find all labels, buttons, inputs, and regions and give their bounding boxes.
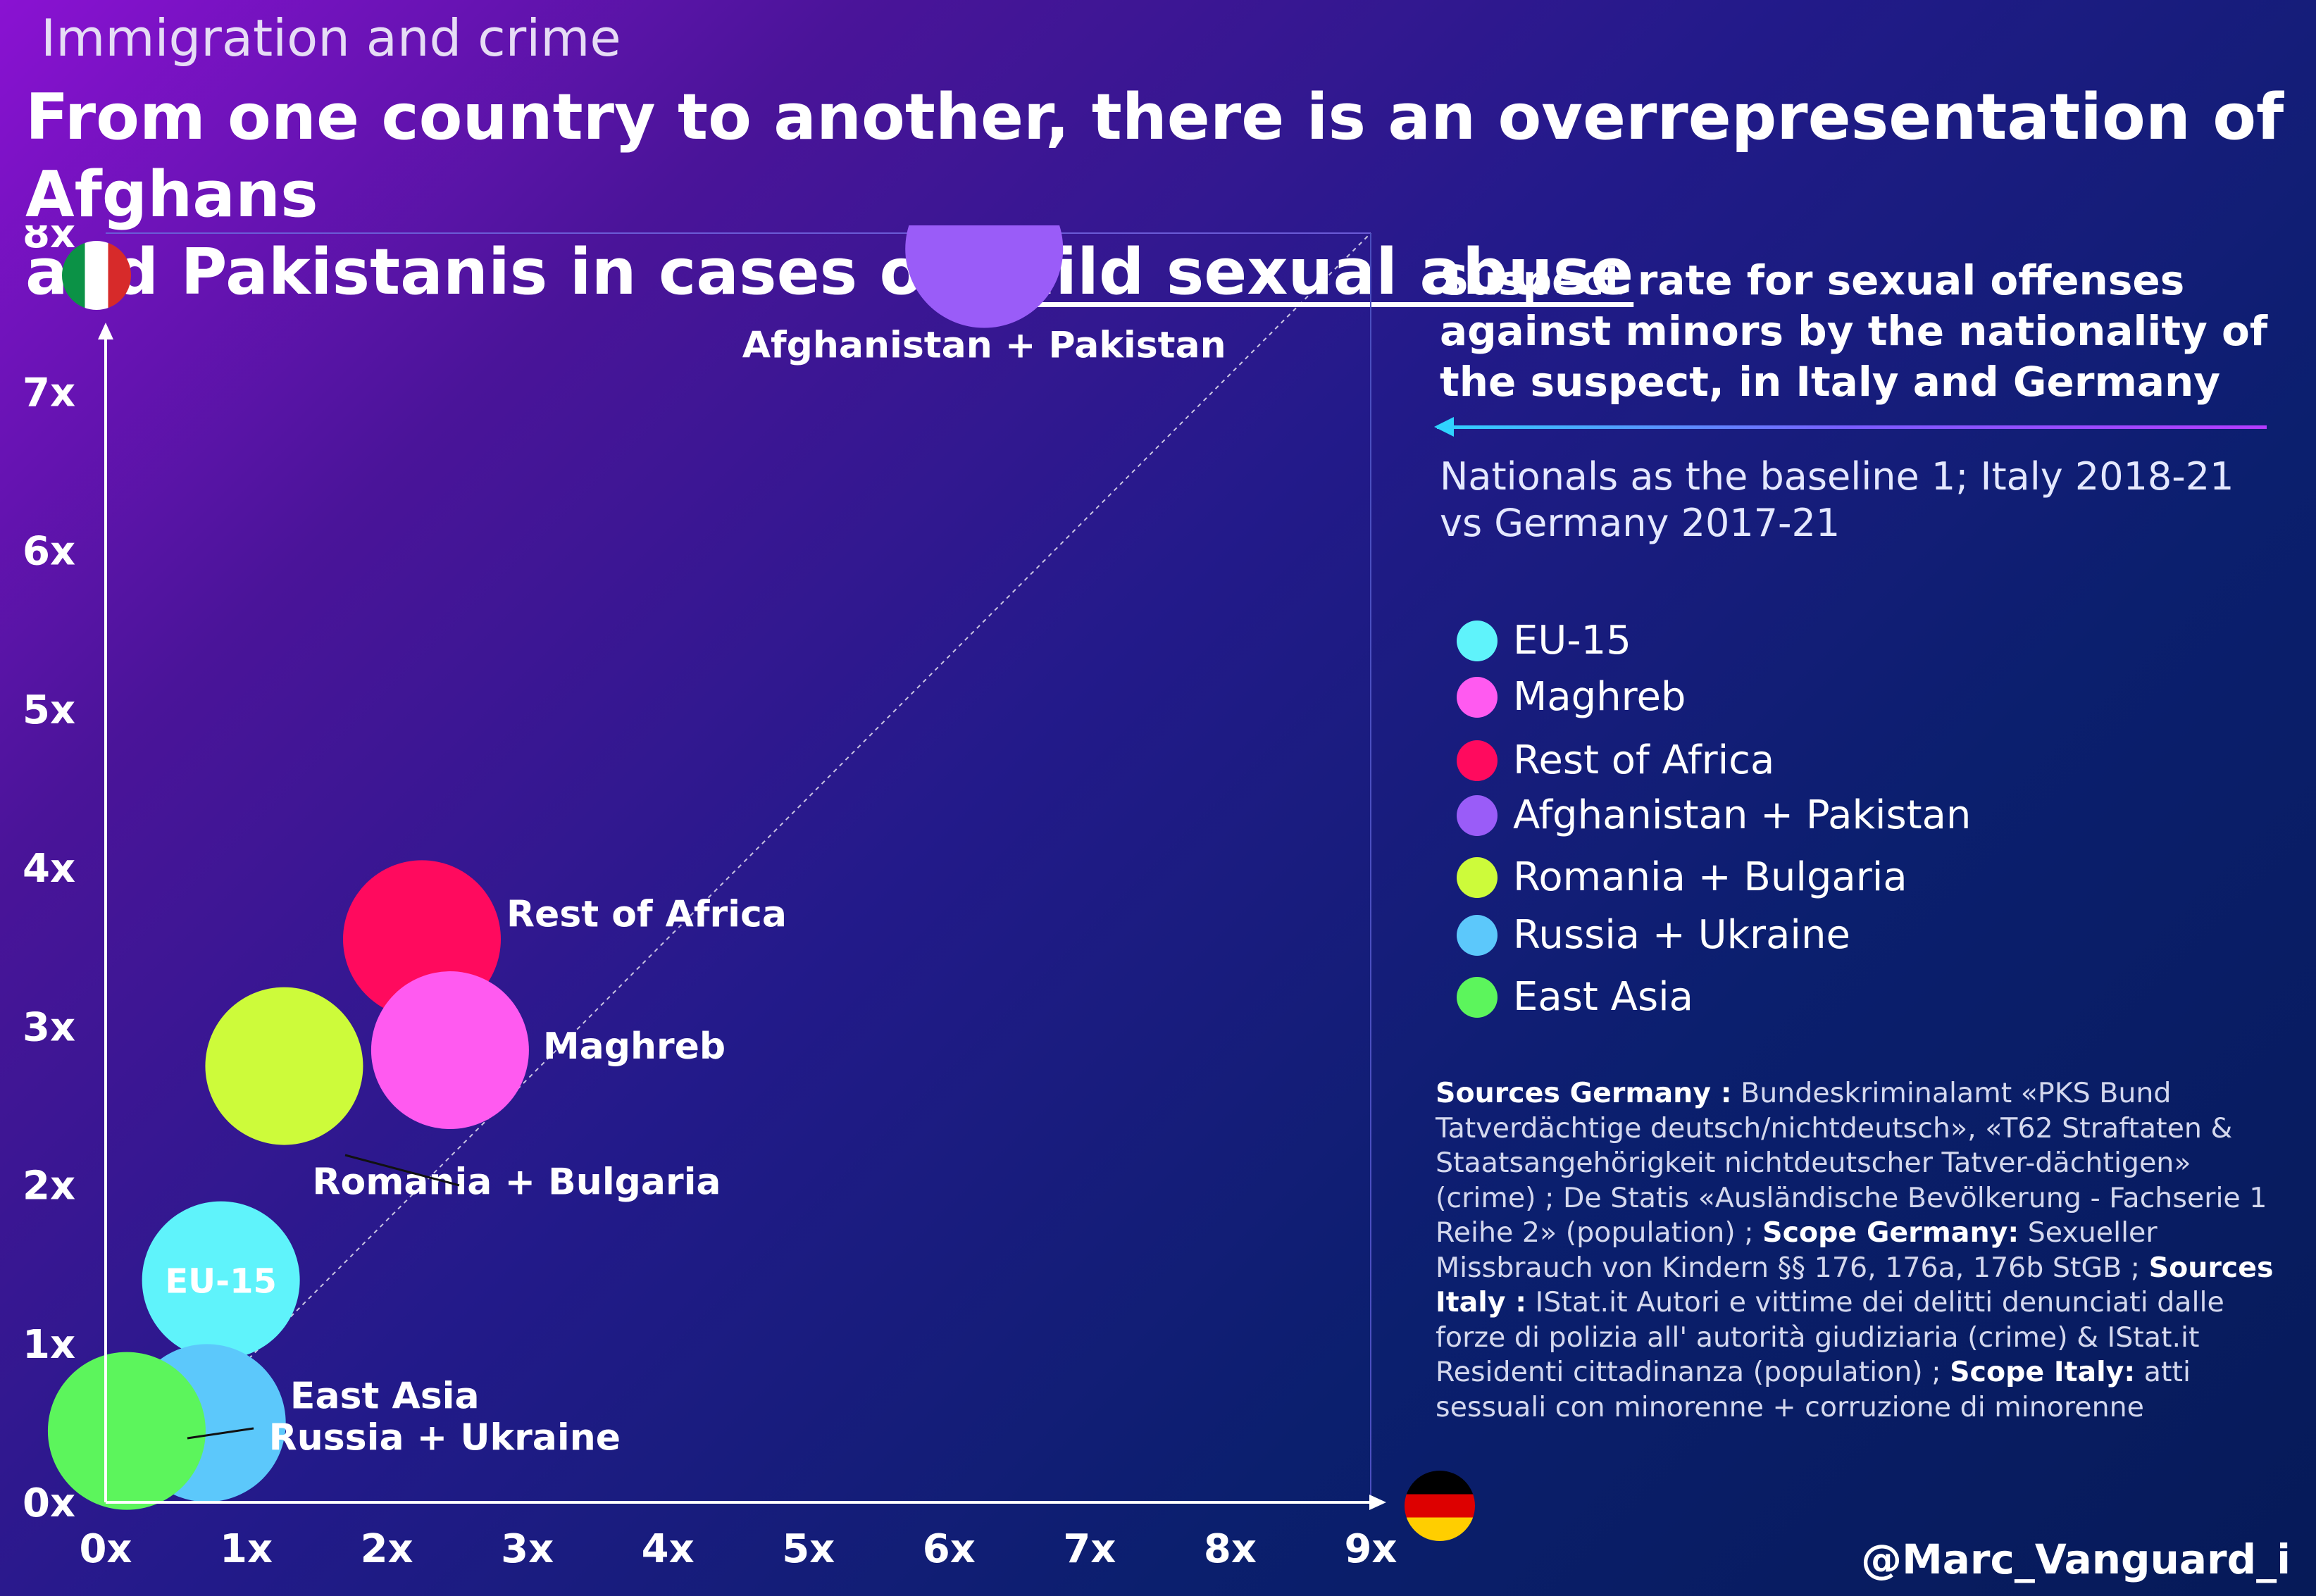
x-tick-label: 9x bbox=[1344, 1526, 1397, 1572]
sources-italy-text: IStat.it Autori e vittime dei delitti de… bbox=[1436, 1286, 2224, 1388]
scope-italy-label: Scope Italy: bbox=[1950, 1356, 2136, 1388]
headline-line1: From one country to another, there is an… bbox=[25, 80, 2284, 232]
bubble-point bbox=[47, 1352, 206, 1510]
x-tick-label: 2x bbox=[361, 1526, 413, 1572]
panel-subtitle: Nationals as the baseline 1; Italy 2018-… bbox=[1440, 454, 2234, 545]
sources-italy-label: Sources Italy : bbox=[1436, 1251, 2274, 1319]
bubble-point bbox=[142, 1201, 300, 1359]
legend-swatch bbox=[1457, 621, 1498, 661]
sources-germany-text: Bundeskriminalamt «PKS Bund Tatverdächti… bbox=[1436, 1077, 2267, 1249]
bubble-label: Afghanistan + Pakistan bbox=[742, 325, 1226, 367]
legend-label: EU-15 bbox=[1513, 618, 1631, 663]
legend-swatch bbox=[1457, 795, 1498, 836]
legend-swatch bbox=[1457, 915, 1498, 956]
italy-flag-icon bbox=[62, 241, 131, 310]
headline-line2-prefix: and Pakistanis in cases of bbox=[25, 235, 973, 309]
y-tick-label: 6x bbox=[23, 529, 75, 575]
bubble-label: Russia + Ukraine bbox=[269, 1416, 621, 1459]
legend-swatch bbox=[1457, 857, 1498, 898]
legend-item: Maghreb bbox=[1454, 673, 2088, 722]
x-tick-label: 4x bbox=[642, 1526, 695, 1572]
legend-item: Russia + Ukraine bbox=[1454, 911, 2088, 960]
legend-label: East Asia bbox=[1513, 974, 1693, 1020]
legend-label: Maghreb bbox=[1513, 674, 1686, 720]
y-tick-label: 1x bbox=[23, 1322, 75, 1368]
y-tick-label: 4x bbox=[23, 846, 75, 892]
kicker-text: Immigration and crime bbox=[41, 8, 621, 68]
scope-germany-text: Sexueller Missbrauch von Kindern §§ 176,… bbox=[1436, 1216, 2158, 1284]
leader-line bbox=[344, 1154, 460, 1187]
legend-item: East Asia bbox=[1454, 973, 2088, 1022]
leader-line bbox=[187, 1427, 254, 1440]
headline: From one country to another, there is an… bbox=[25, 79, 2293, 311]
scope-italy-text: atti sessuali con minorenne + corruzione… bbox=[1436, 1356, 2191, 1423]
legend-item: Afghanistan + Pakistan bbox=[1454, 791, 2088, 840]
x-tick-label: 1x bbox=[220, 1526, 273, 1572]
x-tick-label: 0x bbox=[79, 1526, 132, 1572]
x-tick-label: 5x bbox=[782, 1526, 835, 1572]
legend-swatch bbox=[1457, 977, 1498, 1018]
legend-label: Russia + Ukraine bbox=[1513, 912, 1850, 958]
y-tick-label: 7x bbox=[23, 370, 75, 416]
diagonal-reference-line bbox=[105, 232, 1371, 1503]
bubble-label: Rest of Africa bbox=[506, 893, 787, 935]
legend-label: Romania + Bulgaria bbox=[1513, 854, 1907, 900]
x-tick-label: 8x bbox=[1204, 1526, 1257, 1572]
x-tick-label: 3x bbox=[501, 1526, 554, 1572]
sources-germany-label: Sources Germany : bbox=[1436, 1077, 1732, 1109]
legend-label: Rest of Africa bbox=[1513, 737, 1775, 783]
y-tick-label: 5x bbox=[23, 687, 75, 733]
y-axis-arrow-icon bbox=[98, 323, 113, 339]
divider-arrow-line bbox=[1437, 425, 2267, 429]
y-tick-label: 2x bbox=[23, 1164, 75, 1209]
x-tick-label: 6x bbox=[923, 1526, 976, 1572]
bubble-label: Romania + Bulgaria bbox=[312, 1161, 721, 1204]
legend-item: EU-15 bbox=[1454, 616, 2088, 666]
headline-underlined: child sexual abuse bbox=[972, 235, 1634, 309]
y-tick-label: 0x bbox=[23, 1480, 75, 1526]
bubble-chart: 0x 1x 2x 3x 4x 5x 6x 7x 8x 9x 0x 1x 2x 3x 4x 5x 6x 7x 8x Af… bbox=[23, 225, 1397, 1572]
author-handle: @Marc_Vanguard_i bbox=[1861, 1535, 2291, 1583]
legend-swatch bbox=[1457, 677, 1498, 718]
bubble-point bbox=[205, 987, 363, 1145]
y-tick-label: 8x bbox=[23, 225, 75, 257]
bubble-point bbox=[905, 225, 1064, 328]
x-tick-label: 7x bbox=[1063, 1526, 1116, 1572]
bubble-point bbox=[371, 971, 529, 1130]
legend-item: Romania + Bulgaria bbox=[1454, 853, 2088, 902]
scope-germany-label: Scope Germany: bbox=[1762, 1216, 2019, 1249]
bubble-label: EU-15 bbox=[165, 1262, 276, 1302]
sources-note: Sources Germany : Bundeskriminalamt «PKS… bbox=[1436, 1076, 2281, 1425]
legend-item: Rest of Africa bbox=[1454, 736, 2088, 785]
x-axis-arrow-icon bbox=[1369, 1495, 1386, 1510]
panel-title: Suspect rate for sexual offenses against… bbox=[1440, 256, 2268, 406]
legend-label: Afghanistan + Pakistan bbox=[1513, 792, 1972, 838]
bubble-label: East Asia bbox=[290, 1376, 480, 1418]
y-tick-label: 3x bbox=[23, 1004, 75, 1050]
germany-flag-icon bbox=[1405, 1471, 1475, 1541]
bubble-label: Maghreb bbox=[543, 1025, 726, 1068]
legend-swatch bbox=[1457, 740, 1498, 781]
